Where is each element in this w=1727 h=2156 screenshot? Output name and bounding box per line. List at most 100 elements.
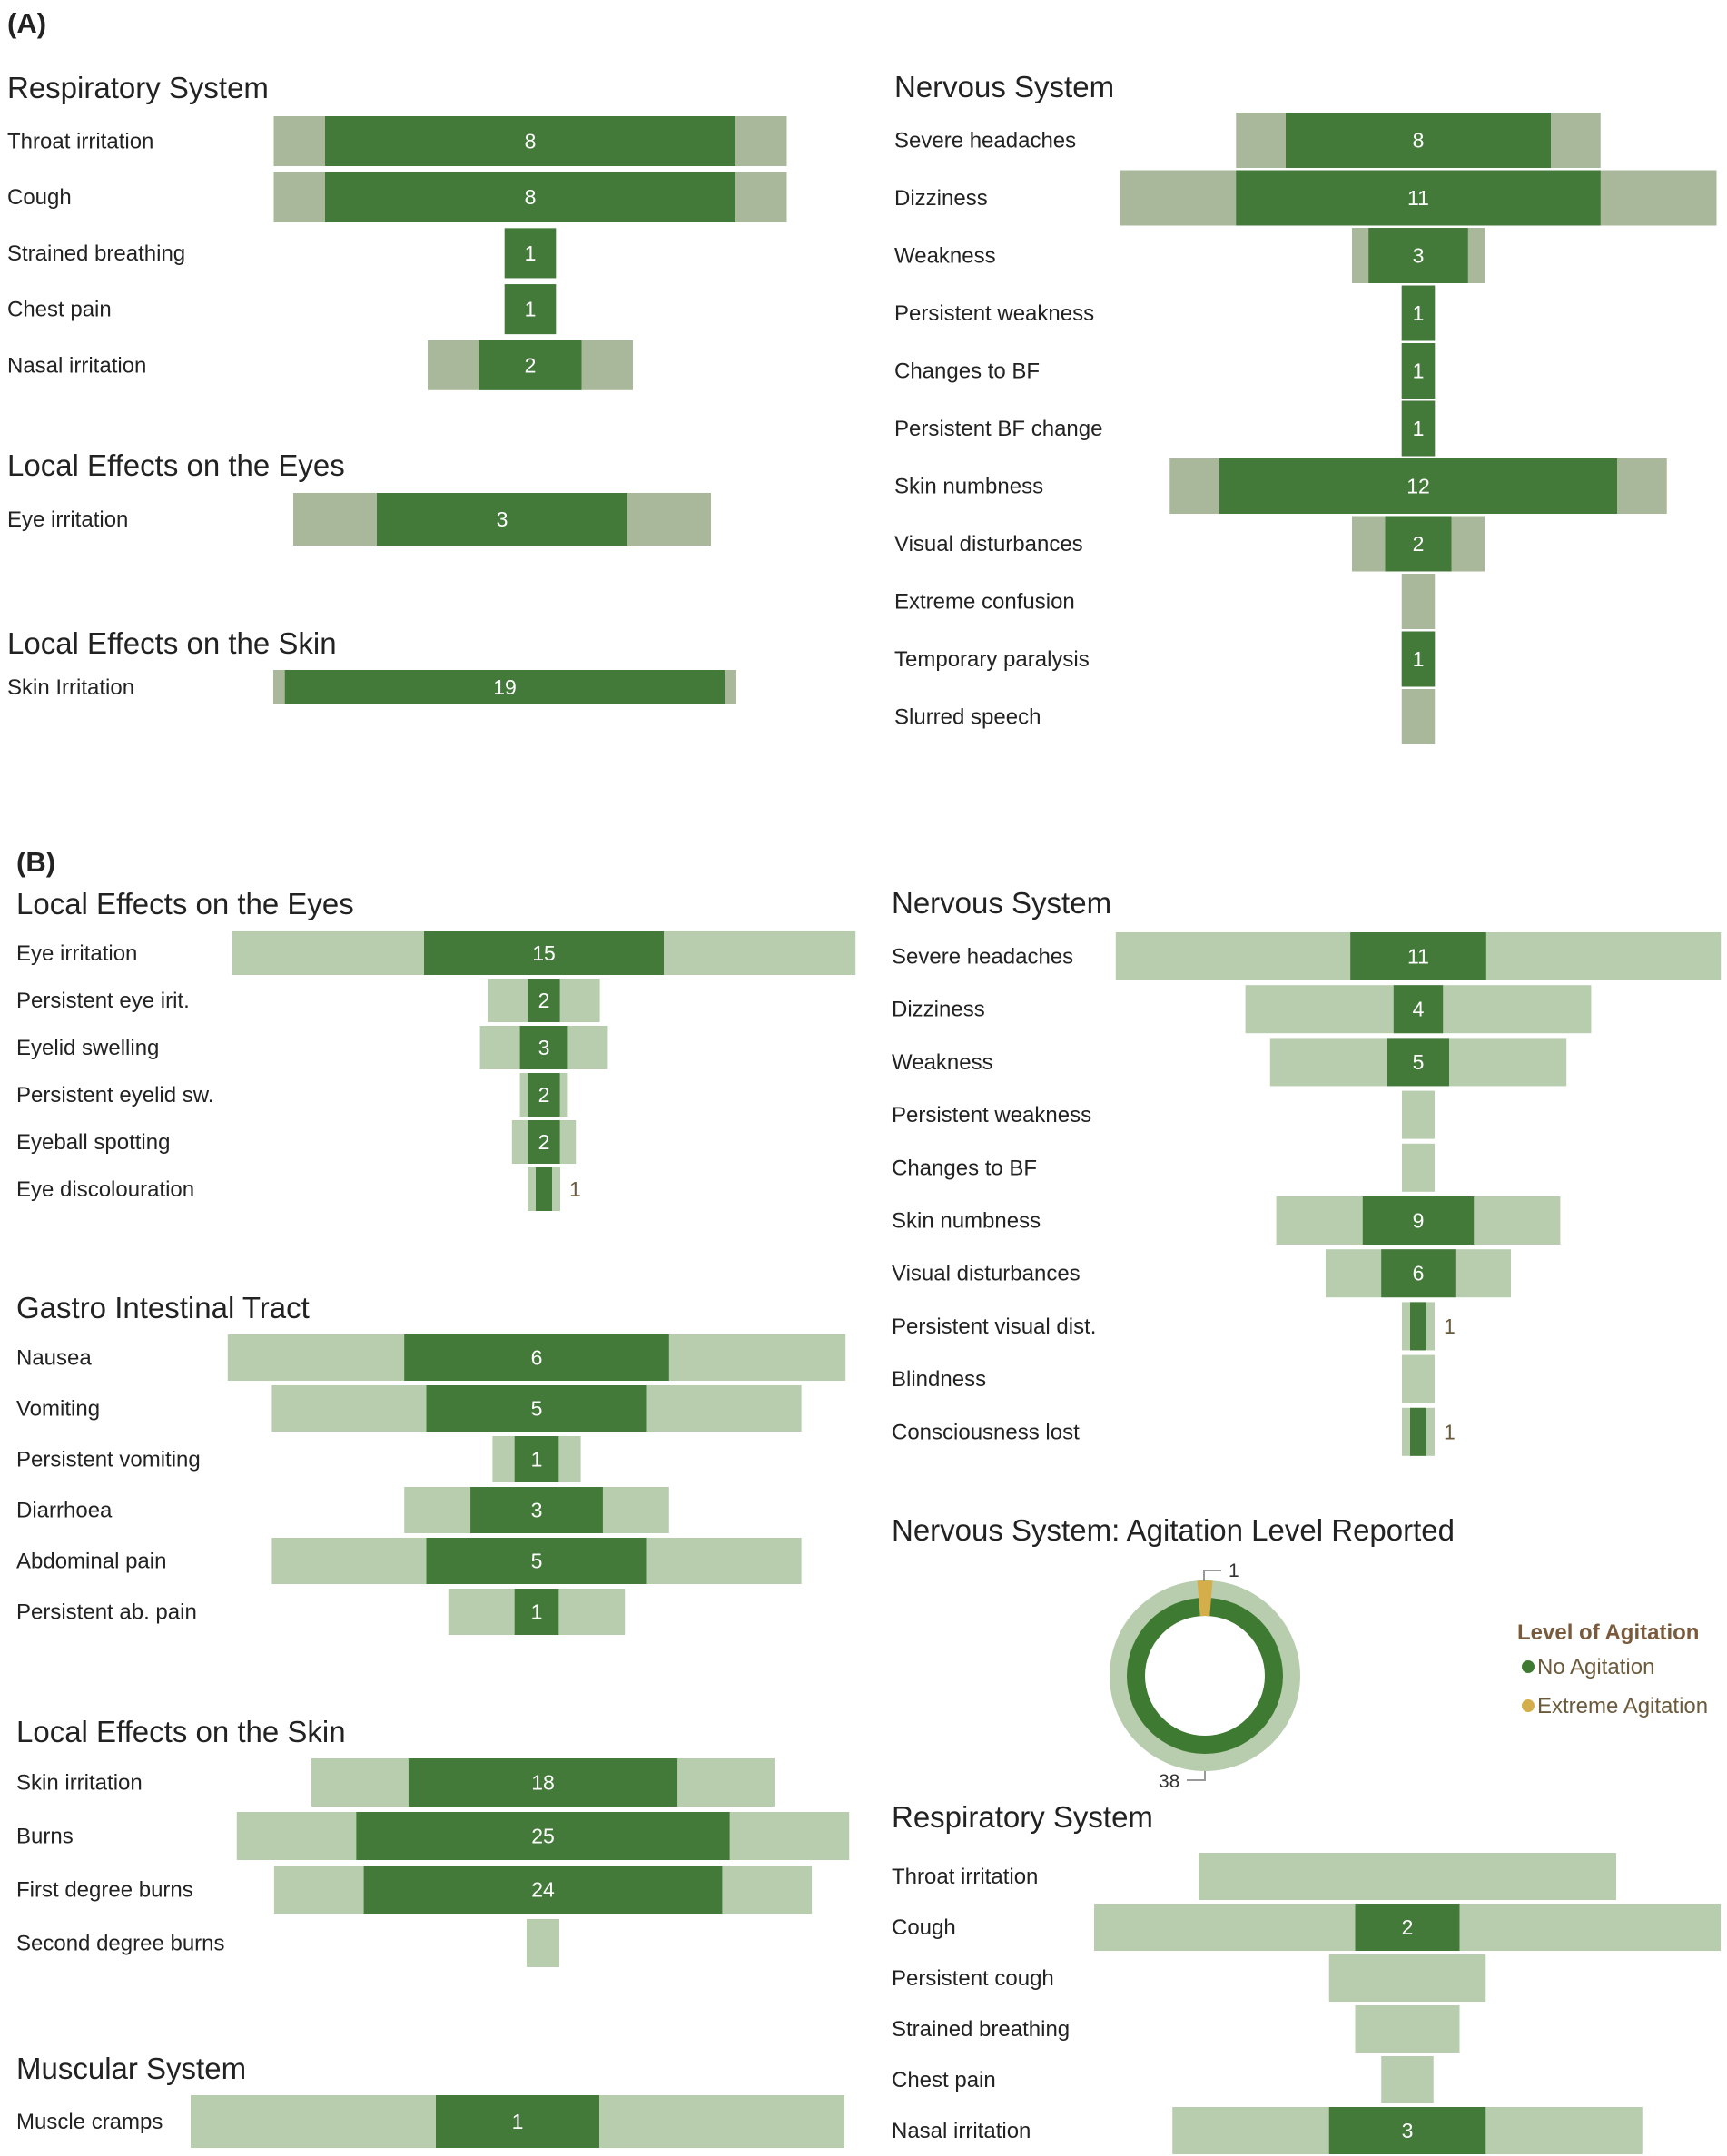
value-bar [1286, 113, 1551, 168]
data-label: 2 [538, 1083, 550, 1107]
category-label: Nasal irritation [892, 2119, 1031, 2143]
data-label: 24 [531, 1878, 555, 1902]
category-label: Abdominal pain [16, 1550, 166, 1574]
chart-title: Respiratory System [7, 71, 269, 104]
outer-bar [1328, 1954, 1486, 2002]
data-label: 3 [497, 507, 508, 531]
value-bar [408, 1758, 678, 1807]
category-label: Burns [16, 1825, 74, 1849]
chart-title: Respiratory System [892, 1800, 1153, 1834]
data-label: 1 [1444, 1420, 1456, 1443]
value-bar [436, 2095, 599, 2148]
value-bar [504, 228, 557, 279]
category-label: Nausea [16, 1346, 92, 1371]
legend-title: Level of Agitation [1517, 1620, 1699, 1645]
category-label: Persistent eye irit. [16, 989, 190, 1013]
chart-b-muscular-system: Muscular System Muscle cramps 1 [16, 2052, 844, 2148]
category-label: Muscle cramps [16, 2110, 163, 2134]
value-bar [470, 1487, 603, 1533]
category-label: Temporary paralysis [894, 647, 1090, 672]
donut-hole [1145, 1616, 1265, 1736]
legend-swatch-no-agitation [1522, 1660, 1535, 1673]
category-label: Consciousness lost [892, 1420, 1080, 1444]
category-label: Severe headaches [892, 945, 1073, 970]
chart-title: Local Effects on the Eyes [16, 887, 354, 920]
data-label: 1 [1413, 301, 1425, 325]
chart-title: Local Effects on the Skin [16, 1715, 346, 1748]
legend-label-extreme-agitation: Extreme Agitation [1537, 1694, 1708, 1718]
value-bar [424, 931, 664, 975]
category-label: Diarrhoea [16, 1499, 113, 1523]
value-bar [1401, 343, 1436, 399]
chart-title: Gastro Intestinal Tract [16, 1291, 310, 1324]
data-label: 3 [538, 1036, 550, 1059]
chart-a-local-effects-on-the-skin: Local Effects on the Skin Skin Irritation… [7, 626, 736, 704]
data-label: 18 [531, 1771, 555, 1795]
value-bar [1328, 2107, 1486, 2154]
value-bar [1410, 1302, 1426, 1351]
category-label: Skin numbness [894, 475, 1043, 499]
value-bar [519, 1026, 568, 1069]
value-bar [284, 670, 725, 704]
panel-label-b: (B) [16, 846, 55, 878]
category-label: Persistent weakness [892, 1103, 1091, 1127]
value-bar [1401, 285, 1436, 341]
value-bar [528, 1120, 560, 1164]
data-label: 5 [1413, 1050, 1425, 1074]
donut-label-no-agitation: 38 [1159, 1771, 1179, 1792]
chart-title: Nervous System [892, 886, 1111, 920]
value-bar [1350, 932, 1486, 980]
value-bar [1236, 170, 1601, 226]
data-label: 2 [525, 353, 537, 377]
category-label: Changes to BF [894, 359, 1040, 384]
outer-bar [1199, 1853, 1616, 1900]
value-bar [1410, 1407, 1426, 1456]
category-label: Eyeball spotting [16, 1130, 170, 1155]
category-label: Eye irritation [16, 941, 137, 966]
category-label: Persistent eyelid sw. [16, 1083, 213, 1108]
category-label: Strained breathing [892, 2017, 1070, 2042]
category-label: Blindness [892, 1367, 986, 1392]
category-label: Persistent weakness [894, 301, 1094, 326]
data-label: 1 [525, 298, 537, 321]
value-bar [426, 1385, 647, 1432]
chart-a-local-effects-on-the-eyes: Local Effects on the Eyes Eye irritation 3 [7, 448, 711, 546]
data-label: 1 [531, 1600, 543, 1624]
value-bar [426, 1538, 647, 1584]
legend-swatch-extreme-agitation [1522, 1699, 1535, 1712]
charts-layer: Respiratory System Throat irritation 8 Coug… [7, 70, 1722, 2154]
data-label: 9 [1413, 1209, 1425, 1233]
category-label: Weakness [894, 244, 996, 269]
outer-bar [1401, 689, 1436, 744]
value-bar [404, 1334, 669, 1381]
category-label: Extreme confusion [894, 590, 1075, 615]
outer-bar [1401, 574, 1436, 629]
data-label: 1 [569, 1177, 581, 1201]
outer-bar [1402, 1090, 1435, 1139]
chart-a-nervous-system: Nervous System Severe headaches 8 Dizziness… [894, 70, 1717, 744]
data-label: 3 [531, 1499, 543, 1522]
data-label: 2 [538, 989, 550, 1012]
chart-title: Nervous System [894, 70, 1114, 103]
outer-bar [1402, 1354, 1435, 1403]
data-label: 11 [1407, 945, 1429, 969]
data-label: 2 [538, 1130, 550, 1154]
data-label: 15 [532, 941, 556, 965]
category-label: Skin Irritation [7, 675, 134, 700]
value-bar [536, 1167, 552, 1211]
outer-bar [1381, 2056, 1434, 2103]
outer-bar [527, 1919, 559, 1967]
data-label: 25 [531, 1825, 555, 1848]
category-label: Second degree burns [16, 1932, 225, 1956]
category-label: Persistent BF change [894, 417, 1102, 441]
data-label: 19 [493, 675, 517, 699]
donut-slice-extreme-agitation [1197, 1580, 1213, 1617]
data-label: 1 [1413, 359, 1425, 383]
data-label: 1 [1413, 647, 1425, 671]
legend-label-no-agitation: No Agitation [1537, 1655, 1654, 1679]
data-label: 12 [1406, 475, 1430, 498]
value-bar [514, 1436, 559, 1482]
data-label: 5 [531, 1550, 543, 1573]
